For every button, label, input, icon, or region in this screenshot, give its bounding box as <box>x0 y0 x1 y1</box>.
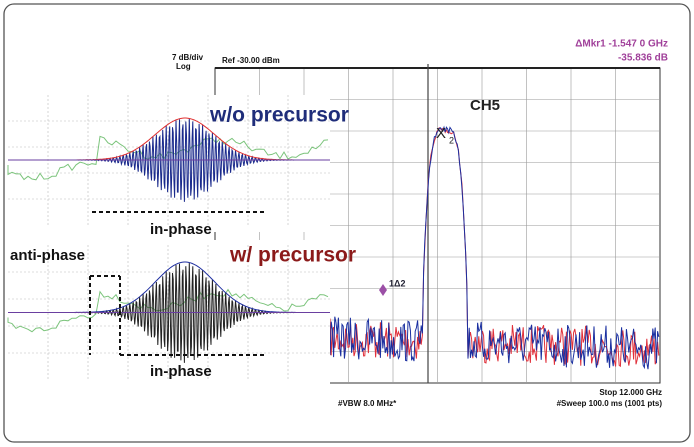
marker-delta-label: 1Δ2 <box>389 278 405 288</box>
stop-freq: Stop 12.000 GHz <box>599 388 662 397</box>
inset-title: w/ precursor <box>229 244 356 267</box>
inset-top: w/o precursor in-phase <box>8 95 349 238</box>
marker-main: X <box>436 125 446 142</box>
figure: 7 dB/div Log Ref -30.00 dBm ΔMkr1 -1.547… <box>0 0 694 447</box>
channel: CH5 <box>470 97 500 114</box>
sweep: #Sweep 100.0 ms (1001 pts) <box>557 399 663 408</box>
inset-label: anti-phase <box>10 247 85 264</box>
inset-label: in-phase <box>150 221 212 238</box>
marker-main-index: 2 <box>449 135 454 145</box>
inset-label: in-phase <box>150 363 212 380</box>
reference: Ref -30.00 dBm <box>222 56 280 65</box>
marker-delta: ΔMkr1 -1.547 0 GHz <box>575 39 668 50</box>
scale-type: Log <box>176 62 191 71</box>
marker-level: -35.836 dB <box>618 53 668 64</box>
inset-bottom: anti-phase w/ precursor in-phase <box>8 240 356 385</box>
inset-title: w/o precursor <box>209 104 349 127</box>
scale: 7 dB/div <box>172 53 204 62</box>
vbw: #VBW 8.0 MHz* <box>338 399 397 408</box>
